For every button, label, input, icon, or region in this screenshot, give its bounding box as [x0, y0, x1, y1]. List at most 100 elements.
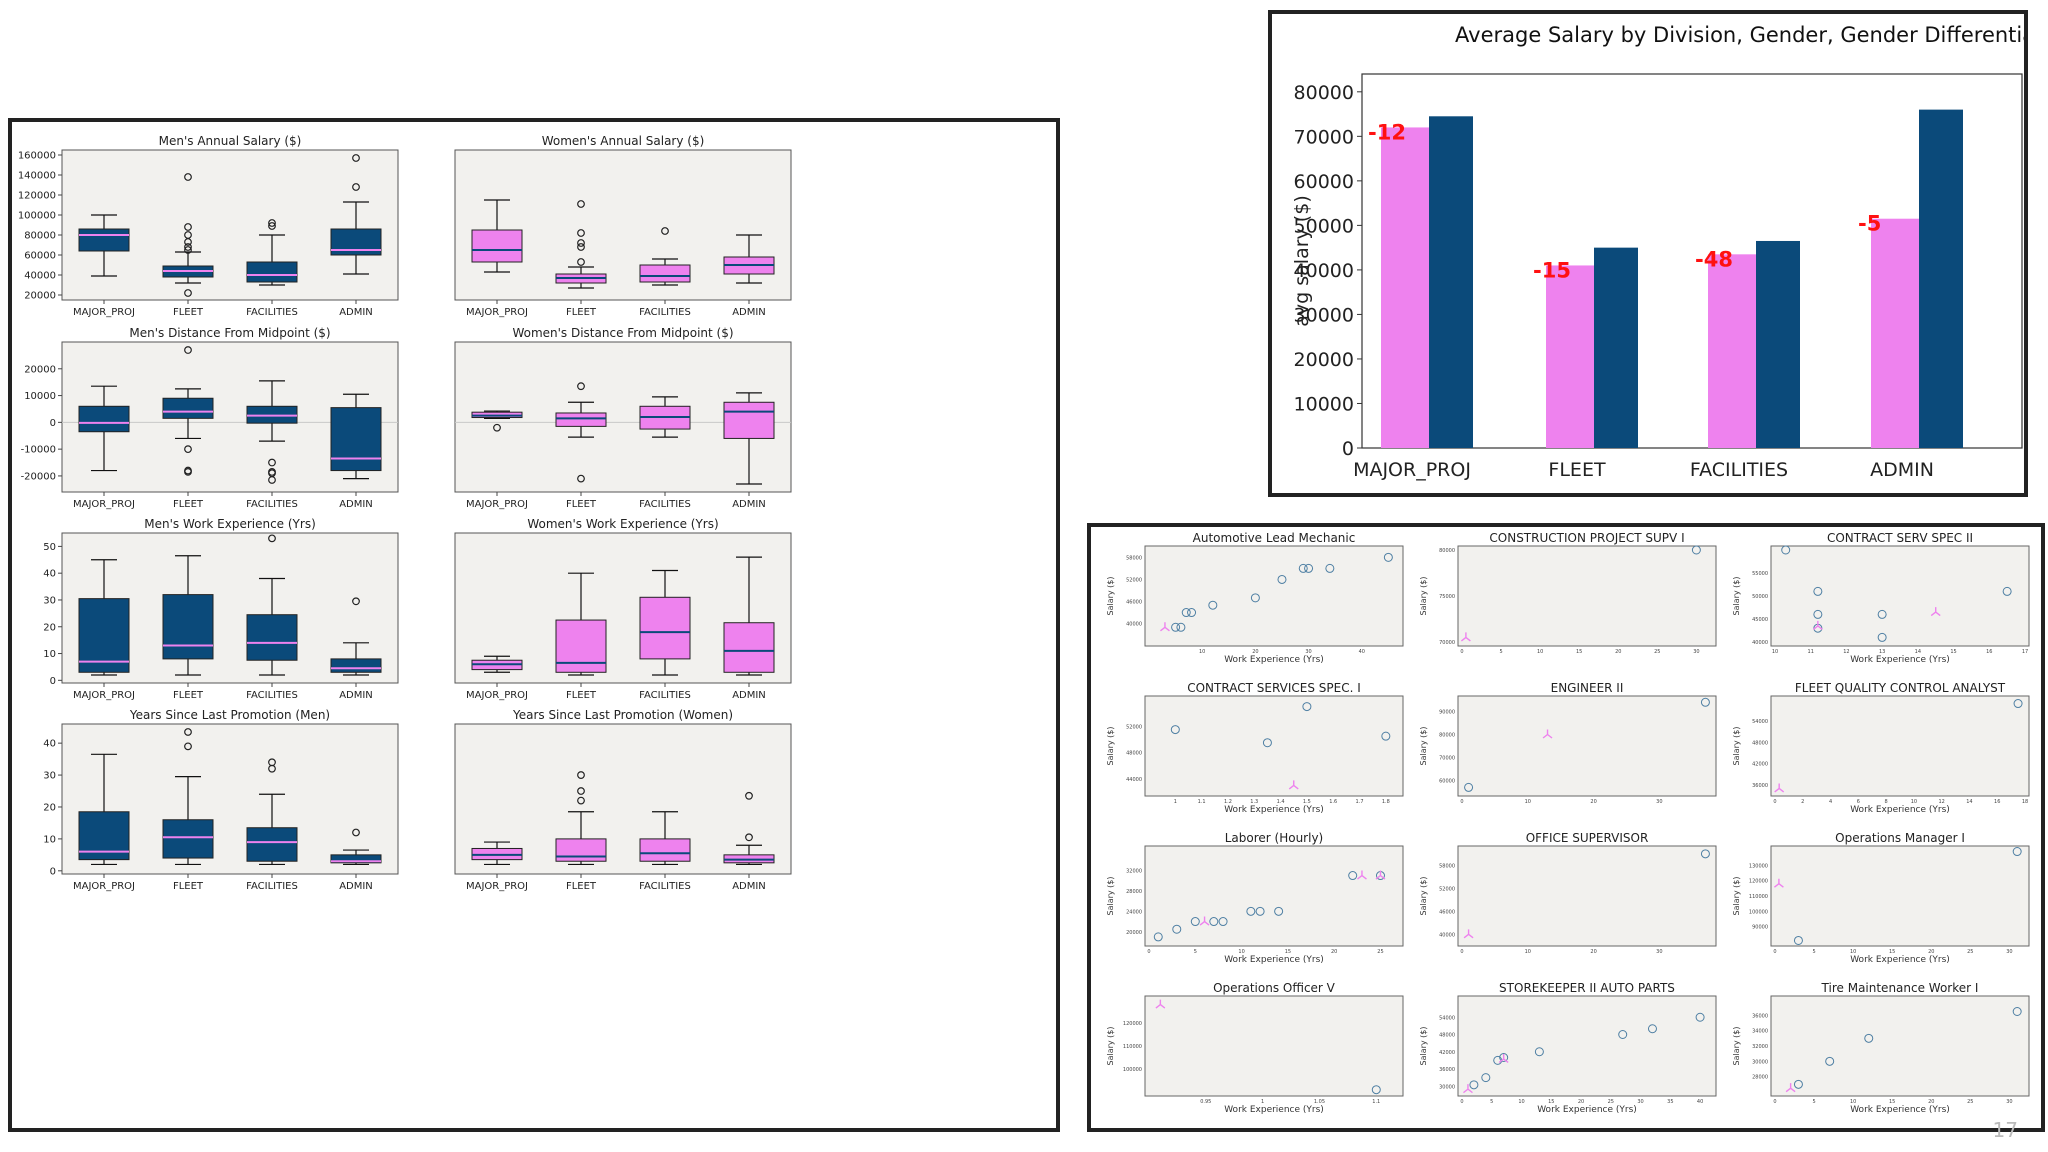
- men-point: [1813, 586, 1823, 596]
- men-point: [1190, 917, 1200, 927]
- box-major_proj: [78, 214, 130, 277]
- gender-differential-label: -12: [1368, 120, 1406, 144]
- y-tick-label: 10: [43, 834, 56, 845]
- scatter-title: Laborer (Hourly): [1225, 831, 1324, 845]
- women-point: [1460, 632, 1471, 642]
- y-tick-label: 100000: [1749, 909, 1768, 915]
- flier-point: [577, 258, 585, 266]
- x-tick-label: 13: [1879, 649, 1885, 655]
- plot-area: [1144, 845, 1404, 947]
- men-point: [1187, 608, 1197, 618]
- y-tick-label: 36000: [1752, 1013, 1768, 1019]
- box-major_proj: [78, 753, 130, 866]
- y-tick-label: 0: [50, 676, 56, 687]
- x-tick-label: FLEET: [566, 881, 597, 892]
- scatter-title: Tire Maintenance Worker I: [1821, 981, 1979, 995]
- scatter-title: CONTRACT SERV SPEC II: [1827, 531, 1973, 545]
- flier-point: [352, 154, 360, 162]
- y-tick-label: 20000: [24, 291, 56, 302]
- y-axis-label: Salary ($): [1732, 876, 1741, 915]
- scatter-panel: Automotive Lead Mechanic 40000 46000 52000 5…: [1087, 523, 2045, 1132]
- x-tick-label: 30: [2006, 1099, 2012, 1105]
- scatter-s2: CONSTRUCTION PROJECT SUPV I 70000 75000 800…: [1419, 531, 1717, 655]
- men-point: [1700, 697, 1710, 707]
- y-tick-label: 44000: [1126, 777, 1142, 783]
- scatter-title: Operations Officer V: [1213, 981, 1336, 995]
- scatter-s10: Operations Officer V 100000 110000 120000 0.…: [1106, 981, 1404, 1115]
- x-tick-label: 30: [1305, 649, 1311, 655]
- x-tick-label: MAJOR_PROJ: [73, 881, 135, 892]
- x-tick-label: 4: [1829, 799, 1832, 805]
- women-point: [1199, 916, 1210, 926]
- x-tick-label: 15: [1576, 649, 1582, 655]
- x-tick-label: 5: [1812, 949, 1815, 955]
- y-tick-label: 42000: [1752, 762, 1768, 768]
- y-tick-label: 50: [43, 542, 56, 553]
- y-tick-label: 20000: [1126, 930, 1142, 936]
- x-tick-label: 10: [1850, 1099, 1856, 1105]
- box-iqr: [78, 228, 130, 252]
- y-tick-label: 20000: [24, 364, 56, 375]
- scatter-s3: CONTRACT SERV SPEC II 40000 45000 50000 5500…: [1732, 531, 2030, 665]
- x-tick-label: 25: [1967, 949, 1973, 955]
- men-point: [1371, 1085, 1381, 1095]
- x-tick-label: 1.6: [1329, 799, 1337, 805]
- box-iqr: [555, 412, 607, 427]
- women-point: [1785, 1083, 1796, 1093]
- x-tick-label: 10: [1238, 949, 1244, 955]
- flier-point: [268, 476, 276, 484]
- x-tick-label: 20: [1928, 1099, 1934, 1105]
- men-point: [1246, 906, 1256, 916]
- boxplot-bp4: Women's Distance From Midpoint ($) MAJOR_…: [454, 326, 792, 510]
- x-tick-label: 5: [1499, 649, 1502, 655]
- box-facilities: [246, 534, 298, 676]
- y-tick-label: 58000: [1126, 555, 1142, 561]
- x-tick-label: 40: [1697, 1099, 1703, 1105]
- y-tick-label: 20: [43, 622, 56, 633]
- y-tick-label: 0: [50, 418, 56, 429]
- y-tick-label: 48000: [1126, 751, 1142, 757]
- x-axis-label: Work Experience (Yrs): [1224, 1105, 1324, 1115]
- flier-point: [184, 173, 192, 181]
- box-fleet: [555, 382, 607, 483]
- flier-point: [268, 222, 276, 230]
- x-tick-label: FLEET: [566, 307, 597, 318]
- plot-area: [61, 149, 399, 301]
- x-tick-label: 15: [1950, 649, 1956, 655]
- x-tick-label: 15: [1548, 1099, 1554, 1105]
- box-iqr: [555, 619, 607, 673]
- flier-point: [268, 458, 276, 467]
- men-point: [1304, 563, 1314, 573]
- x-tick-label: FACILITIES: [1690, 459, 1788, 481]
- y-tick-label: 120000: [1123, 1021, 1142, 1027]
- men-point: [1250, 593, 1260, 603]
- flier-point: [184, 243, 192, 251]
- plot-area: [1770, 845, 2030, 947]
- flier-point: [577, 382, 585, 391]
- y-tick-label: 0: [1342, 438, 1354, 460]
- x-tick-label: FACILITIES: [639, 881, 691, 892]
- y-tick-label: 28000: [1752, 1075, 1768, 1081]
- boxplot-bp1: Men's Annual Salary ($) 20000 40000 60000 80…: [18, 134, 399, 318]
- x-tick-label: 6: [1857, 799, 1860, 805]
- boxplot-panel: Men's Annual Salary ($) 20000 40000 60000 80…: [8, 118, 1060, 1132]
- box-admin: [330, 597, 382, 676]
- scatter-s7: Laborer (Hourly) 20000 24000 28000 32000 0 5 10…: [1106, 831, 1404, 965]
- y-tick-label: 46000: [1126, 600, 1142, 606]
- y-tick-label: 130000: [1749, 863, 1768, 869]
- x-tick-label: FACILITIES: [639, 307, 691, 318]
- women-point: [1463, 929, 1474, 939]
- y-tick-label: 54000: [1752, 719, 1768, 725]
- boxplot-title: Women's Distance From Midpoint ($): [512, 326, 733, 340]
- flier-point: [745, 791, 753, 800]
- flier-point: [577, 239, 585, 247]
- y-tick-label: 24000: [1126, 909, 1142, 915]
- x-tick-label: MAJOR_PROJ: [73, 307, 135, 318]
- bar-women: [1381, 127, 1429, 448]
- women-point: [1774, 783, 1785, 793]
- y-tick-label: 80000: [1294, 82, 1354, 104]
- y-axis-label: Salary ($): [1419, 576, 1428, 615]
- bar-chart-panel: Average Salary by Division, Gender, Gend…: [1268, 10, 2041, 497]
- x-tick-label: FLEET: [1548, 459, 1606, 481]
- boxplot-title: Men's Work Experience (Yrs): [144, 517, 316, 531]
